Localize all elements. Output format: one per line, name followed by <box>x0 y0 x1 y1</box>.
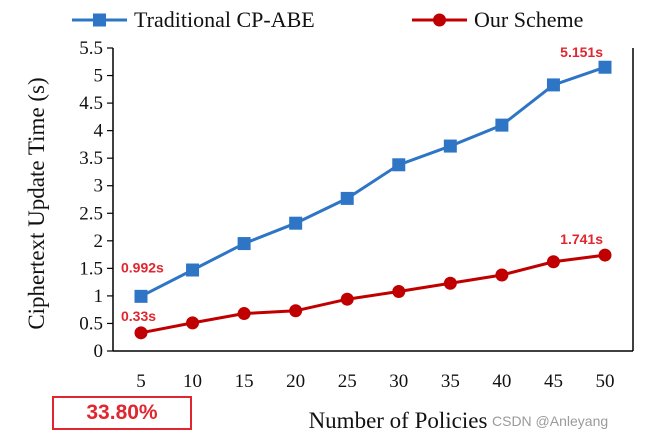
data-label: 5.151s <box>560 44 603 60</box>
y-tick-label: 3.5 <box>79 148 103 169</box>
y-tick-label: 4.5 <box>79 93 103 114</box>
data-label: 0.992s <box>121 259 164 275</box>
data-point-square <box>134 289 148 303</box>
y-tick-label: 0.5 <box>79 313 103 334</box>
x-tick-label: 40 <box>492 371 511 392</box>
watermark: CSDN @Anleyang <box>492 413 609 429</box>
x-tick-label: 35 <box>441 371 460 392</box>
legend-marker-square <box>93 13 106 27</box>
data-label: 1.741s <box>560 231 603 247</box>
data-point-square <box>546 78 560 92</box>
data-point-square <box>443 139 457 153</box>
data-point-square <box>237 237 251 251</box>
data-point-square <box>598 60 612 74</box>
data-point-circle <box>340 292 354 306</box>
data-point-square <box>186 263 200 277</box>
data-point-square <box>289 216 303 230</box>
data-point-circle <box>546 255 560 269</box>
data-point-circle <box>237 307 251 321</box>
x-axis-title: Number of Policies <box>309 408 488 433</box>
x-tick-label: 25 <box>338 371 357 392</box>
percentage-badge: 33.80% <box>52 396 192 430</box>
y-tick-label: 1 <box>94 286 104 307</box>
data-point-circle <box>134 326 148 340</box>
x-tick-label: 5 <box>136 371 146 392</box>
y-tick-label: 5.5 <box>79 38 103 59</box>
data-point-circle <box>289 304 303 318</box>
data-point-circle <box>495 268 509 282</box>
x-tick-label: 15 <box>235 371 254 392</box>
data-point-square <box>340 191 354 205</box>
data-label: 0.33s <box>121 308 156 324</box>
legend-label-1: Our Scheme <box>474 7 583 32</box>
y-tick-label: 1.5 <box>79 258 103 279</box>
series-line-1 <box>140 253 606 335</box>
x-tick-label: 10 <box>183 371 202 392</box>
x-tick-label: 20 <box>286 371 305 392</box>
series-line-0 <box>140 65 606 298</box>
y-tick-label: 0 <box>94 341 104 362</box>
y-tick-label: 4 <box>94 121 104 142</box>
y-axis-title: Ciphertext Update Time (s) <box>24 77 49 329</box>
data-point-square <box>392 158 406 172</box>
y-tick-label: 3 <box>94 176 104 197</box>
data-point-circle <box>186 316 200 330</box>
data-point-circle <box>598 248 612 262</box>
y-tick-label: 2.5 <box>79 203 103 224</box>
data-point-circle <box>392 285 406 299</box>
x-tick-label: 45 <box>544 371 563 392</box>
data-point-square <box>495 118 509 132</box>
x-tick-label: 30 <box>389 371 408 392</box>
y-tick-label: 2 <box>94 231 104 252</box>
legend-marker-circle <box>433 13 446 27</box>
data-point-circle <box>443 276 457 290</box>
legend-label-0: Traditional CP-ABE <box>134 7 315 32</box>
x-tick-label: 50 <box>596 371 615 392</box>
y-tick-label: 5 <box>94 66 104 87</box>
